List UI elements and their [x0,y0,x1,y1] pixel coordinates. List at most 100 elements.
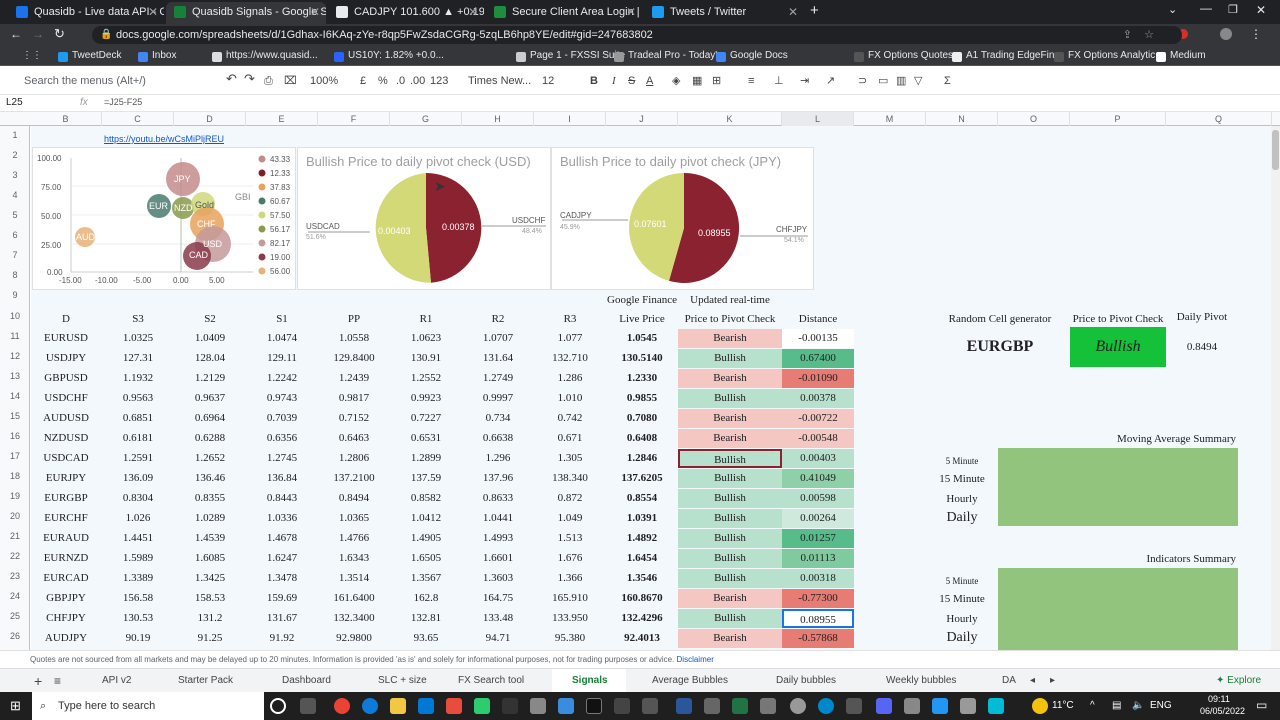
reload-icon[interactable]: ↻ [54,26,65,41]
value-cell[interactable]: 1.0409 [194,332,226,344]
pair-name-cell[interactable]: USDCHF [44,392,88,404]
row-header[interactable]: 1 [12,130,18,140]
cortana-icon[interactable] [270,698,286,714]
distance-cell[interactable]: 0.41049 [782,469,854,488]
value-cell[interactable]: 1.6454 [626,552,658,564]
strikethrough-button[interactable]: S [628,75,636,87]
pair-name-cell[interactable]: EURNZD [43,552,89,564]
value-cell[interactable]: 160.8670 [621,592,663,604]
app-icon[interactable] [474,698,490,714]
value-cell[interactable]: 1.010 [557,392,583,404]
row-header[interactable]: 26 [9,631,20,641]
value-cell[interactable]: 165.910 [552,592,588,604]
close-icon[interactable]: ✕ [787,5,798,19]
distance-cell[interactable]: -0.77300 [782,589,854,608]
fill-color-icon[interactable]: ◈ [672,75,681,87]
distance-cell[interactable]: 0.67400 [782,349,854,368]
signal-cell[interactable]: Bullish [678,469,782,488]
decrease-decimal-button[interactable]: .0 [396,75,406,87]
column-header[interactable]: G [390,112,462,126]
signal-cell[interactable]: Bearish [678,429,782,448]
app-icon[interactable] [760,698,776,714]
value-cell[interactable]: 130.53 [122,612,154,624]
bookmark-google-docs[interactable]: Google Docs [716,48,788,64]
notifications-icon[interactable]: ▭ [1256,698,1268,712]
value-cell[interactable]: 1.5989 [122,552,154,564]
row-header[interactable]: 18 [9,471,20,481]
pair-name-cell[interactable]: AUDUSD [43,412,89,424]
value-cell[interactable]: 1.2129 [194,372,226,384]
pie-slice-usdcad[interactable] [375,173,431,283]
value-cell[interactable]: 0.7227 [410,412,442,424]
value-cell[interactable]: 137.96 [482,472,514,484]
pair-name-cell[interactable]: CHFJPY [46,612,86,624]
indicators-summary-cells[interactable] [998,568,1238,650]
name-box[interactable]: L25 [6,97,23,108]
column-header[interactable]: F [318,112,390,126]
value-cell[interactable]: 0.8304 [122,492,154,504]
value-cell[interactable]: 136.46 [194,472,226,484]
close-icon[interactable]: ✕ [309,5,320,19]
taskbar-search-input[interactable]: ⌕ Type here to search [32,692,264,720]
value-cell[interactable]: 132.81 [410,612,442,624]
column-header[interactable]: D [174,112,246,126]
pie-slice-cadjpy[interactable] [629,173,684,281]
value-cell[interactable]: 1.0325 [122,332,154,344]
sheet-tab-api-v2[interactable]: API v2 [102,675,132,686]
value-cell[interactable]: 1.0474 [266,332,298,344]
distance-cell[interactable]: 0.00264 [782,509,854,528]
value-cell[interactable]: 0.6356 [266,432,298,444]
value-cell[interactable]: 93.65 [413,632,439,644]
value-cell[interactable]: 164.75 [482,592,514,604]
value-cell[interactable]: 1.0289 [194,512,226,524]
row-header[interactable]: 24 [9,591,20,601]
value-cell[interactable]: 1.2330 [626,372,658,384]
app-icon[interactable] [642,698,658,714]
value-cell[interactable]: 132.4296 [621,612,663,624]
value-cell[interactable]: 1.6085 [194,552,226,564]
value-cell[interactable]: 0.6408 [626,432,658,444]
pair-name-cell[interactable]: EURJPY [45,472,87,484]
column-header[interactable]: H [462,112,534,126]
undo-icon[interactable]: ↶ [226,71,237,86]
value-cell[interactable]: 0.8633 [482,492,514,504]
column-header[interactable]: C [102,112,174,126]
vertical-scrollbar[interactable] [1271,126,1280,650]
value-cell[interactable]: 0.6638 [482,432,514,444]
value-cell[interactable]: 136.84 [266,472,298,484]
signal-cell[interactable]: Bearish [678,409,782,428]
bookmark-tweetdeck[interactable]: TweetDeck [58,48,121,64]
row-header[interactable]: 23 [9,571,20,581]
bubble-jpy[interactable] [166,162,200,196]
value-cell[interactable]: 130.91 [410,352,442,364]
file-explorer-icon[interactable] [390,698,406,714]
row-header[interactable]: 21 [9,531,20,541]
app-icon[interactable] [704,698,720,714]
bubble-aud[interactable] [75,227,95,247]
value-cell[interactable]: 1.049 [557,512,583,524]
value-cell[interactable]: 1.3514 [338,572,370,584]
row-header[interactable]: 8 [12,270,18,280]
distance-cell[interactable]: 0.00403 [782,449,854,468]
insert-comment-icon[interactable]: ▭ [878,75,889,87]
signal-cell[interactable]: Bearish [678,589,782,608]
disclaimer-link[interactable]: Disclaimer [676,655,714,664]
app-icon[interactable] [876,698,892,714]
value-cell[interactable]: 0.7152 [338,412,370,424]
align-horizontal-icon[interactable]: ≡ [748,75,755,87]
column-header[interactable]: N [926,112,998,126]
value-cell[interactable]: 1.286 [557,372,583,384]
clock-time[interactable]: 09:11 [1208,694,1230,704]
row-header[interactable]: 25 [9,611,20,621]
value-cell[interactable]: 1.6343 [338,552,370,564]
profile-avatar-icon[interactable] [1220,28,1232,40]
column-header[interactable]: M [854,112,926,126]
app-icon[interactable] [614,698,630,714]
value-cell[interactable]: 132.710 [552,352,588,364]
bookmark-tradeal[interactable]: Tradeal Pro - Today'... [614,48,726,64]
row-header[interactable]: 17 [9,451,20,461]
column-header[interactable]: K [678,112,782,126]
pair-name-cell[interactable]: EURUSD [43,332,88,344]
value-cell[interactable]: 131.64 [482,352,514,364]
pie-slice-usdchf[interactable] [426,172,482,283]
